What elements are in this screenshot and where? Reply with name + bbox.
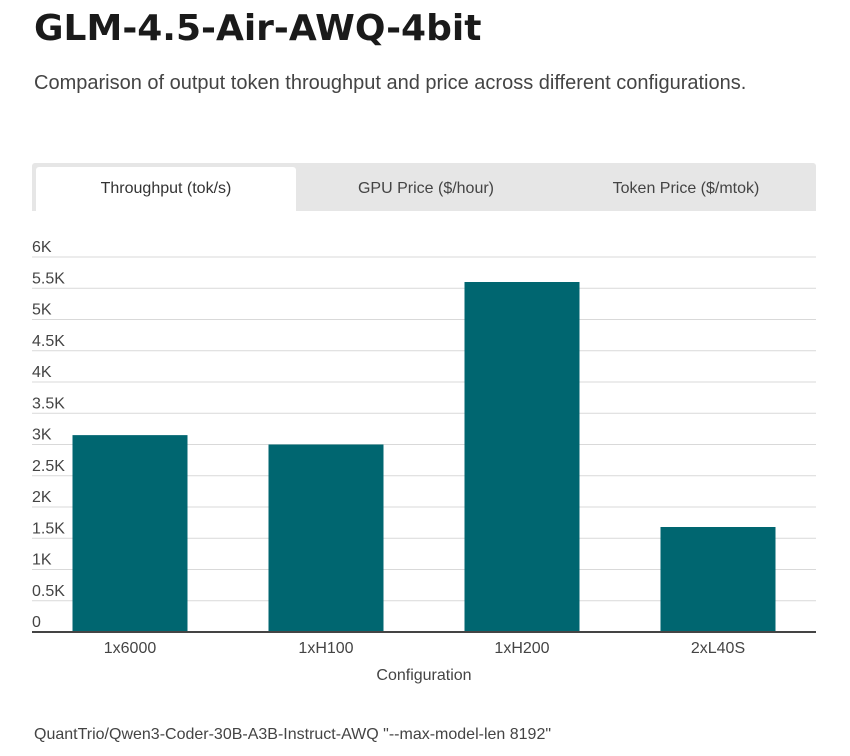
y-tick-label: 4.5K bbox=[32, 333, 65, 350]
y-tick-label: 0 bbox=[32, 614, 41, 631]
throughput-bar-chart: 0 0.5K 1K 1.5K 2K 2.5K 3K 3.5K 4K 4.5K 5K 5.5K 6K 1x… bbox=[32, 239, 816, 684]
y-axis-ticks: 0 0.5K 1K 1.5K 2K 2.5K 3K 3.5K 4K 4.5K 5K 5.5K 6K bbox=[32, 239, 65, 631]
y-tick-label: 2.5K bbox=[32, 458, 65, 475]
y-tick-label: 4K bbox=[32, 364, 52, 381]
bar bbox=[660, 527, 776, 632]
tab-throughput[interactable]: Throughput (tok/s) bbox=[36, 167, 296, 211]
bars bbox=[72, 282, 776, 632]
page-subtitle: Comparison of output token throughput an… bbox=[34, 72, 747, 94]
bar bbox=[464, 282, 580, 632]
y-tick-label: 3.5K bbox=[32, 395, 65, 412]
y-tick-label: 1.5K bbox=[32, 520, 65, 537]
tab-gpu-price[interactable]: GPU Price ($/hour) bbox=[357, 180, 495, 197]
footnote: QuantTrio/Qwen3-Coder-30B-A3B-Instruct-A… bbox=[34, 726, 552, 743]
x-tick-label: 1xH200 bbox=[494, 640, 549, 657]
bar bbox=[72, 435, 188, 632]
chart-tabs: Throughput (tok/s) GPU Price ($/hour) To… bbox=[32, 163, 816, 211]
y-tick-label: 5.5K bbox=[32, 270, 65, 287]
page-title: GLM-4.5-Air-AWQ-4bit bbox=[34, 8, 482, 49]
y-tick-label: 6K bbox=[32, 239, 52, 256]
y-tick-label: 2K bbox=[32, 489, 52, 506]
x-axis-ticks: 1x6000 1xH100 1xH200 2xL40S bbox=[104, 640, 745, 657]
bar bbox=[268, 444, 384, 632]
x-tick-label: 2xL40S bbox=[691, 640, 745, 657]
x-tick-label: 1x6000 bbox=[104, 640, 157, 657]
y-tick-label: 5K bbox=[32, 302, 52, 319]
y-tick-label: 0.5K bbox=[32, 583, 65, 600]
x-tick-label: 1xH100 bbox=[298, 640, 353, 657]
x-axis-title: Configuration bbox=[376, 667, 471, 684]
y-tick-label: 3K bbox=[32, 427, 52, 444]
y-tick-label: 1K bbox=[32, 552, 52, 569]
tab-token-price[interactable]: Token Price ($/mtok) bbox=[612, 180, 760, 197]
